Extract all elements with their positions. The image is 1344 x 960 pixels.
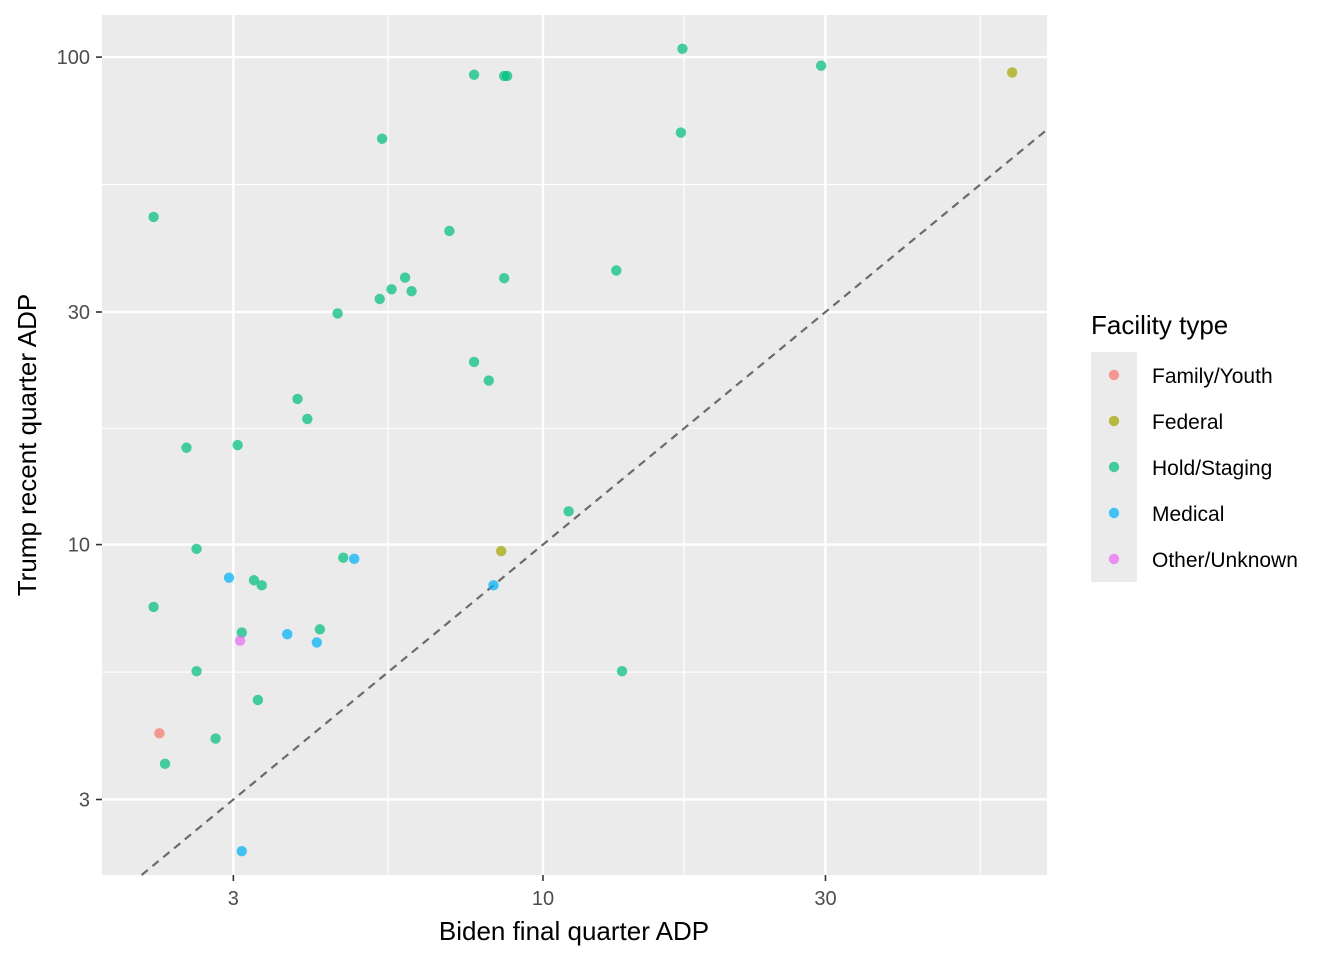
data-point-medical [349, 553, 360, 565]
data-point-hold-staging [616, 665, 628, 677]
data-point-hold-staging [252, 694, 264, 706]
data-point-hold-staging [498, 272, 510, 284]
data-point-medical [282, 628, 293, 640]
data-points [148, 43, 1018, 857]
data-point-federal [1006, 67, 1018, 78]
data-point-hold-staging [191, 543, 202, 555]
legend-key-other-unknown [1108, 553, 1120, 565]
data-point-hold-staging [675, 127, 687, 138]
data-point-hold-staging [677, 43, 688, 54]
legend-label: Medical [1152, 503, 1224, 526]
data-point-other-unknown [234, 635, 246, 646]
data-point-hold-staging [338, 552, 349, 563]
legend-label: Other/Unknown [1152, 549, 1298, 572]
y-axis: 3 10 30 100 [57, 47, 102, 811]
data-point-medical [223, 572, 235, 583]
legend-key-family-youth [1108, 369, 1120, 381]
x-tick-label: 30 [814, 888, 836, 910]
data-point-hold-staging [181, 442, 192, 453]
data-point-hold-staging [374, 293, 385, 305]
x-tick-label: 3 [228, 888, 239, 910]
data-point-hold-staging [210, 733, 221, 744]
data-point-hold-staging [376, 133, 388, 144]
data-point-hold-staging [611, 265, 622, 276]
y-axis-title: Trump recent quarter ADP [12, 294, 42, 597]
data-point-hold-staging [406, 285, 417, 297]
data-point-medical [311, 637, 323, 648]
legend-title: Facility type [1091, 310, 1228, 340]
y-tick-label: 100 [57, 47, 90, 69]
data-point-hold-staging [483, 375, 494, 386]
x-tick-label: 10 [532, 888, 554, 910]
x-axis: 3 10 30 [228, 875, 837, 910]
data-point-hold-staging [444, 225, 455, 237]
y-tick-label: 3 [79, 789, 90, 811]
x-axis-title: Biden final quarter ADP [439, 916, 709, 946]
data-point-hold-staging [148, 601, 159, 613]
minor-gridlines [91, 15, 1047, 875]
data-point-family-youth [154, 728, 165, 739]
y-tick-label: 30 [68, 302, 90, 324]
legend: Facility type Family/Youth Federal Hold/St… [1091, 310, 1298, 582]
data-point-medical [236, 845, 247, 857]
data-point-hold-staging [399, 272, 411, 283]
legend-key-medical [1108, 507, 1120, 519]
data-point-hold-staging [314, 624, 326, 635]
major-gridlines [102, 15, 1047, 875]
data-point-hold-staging [191, 665, 202, 677]
data-point-hold-staging [386, 284, 397, 295]
data-point-hold-staging [302, 413, 313, 425]
data-point-hold-staging [815, 60, 827, 71]
data-point-federal [495, 545, 507, 557]
panel-background [102, 15, 1047, 875]
legend-key-federal [1108, 415, 1120, 427]
data-point-hold-staging [232, 439, 243, 451]
legend-label: Family/Youth [1152, 365, 1273, 388]
data-point-hold-staging [563, 506, 574, 517]
data-point-hold-staging [468, 69, 480, 80]
data-point-hold-staging [248, 575, 260, 586]
data-point-medical [488, 580, 499, 591]
data-point-hold-staging [468, 356, 480, 368]
data-point-hold-staging [236, 627, 247, 638]
data-point-hold-staging [501, 70, 513, 82]
data-point-hold-staging [148, 211, 159, 223]
y-tick-label: 10 [68, 535, 90, 557]
data-point-hold-staging [332, 308, 343, 319]
data-point-hold-staging [292, 393, 303, 405]
data-point-hold-staging [256, 580, 267, 591]
data-point-hold-staging [159, 758, 171, 770]
legend-key-hold-staging [1108, 461, 1120, 473]
legend-label: Federal [1152, 411, 1223, 434]
legend-label: Hold/Staging [1152, 457, 1272, 480]
